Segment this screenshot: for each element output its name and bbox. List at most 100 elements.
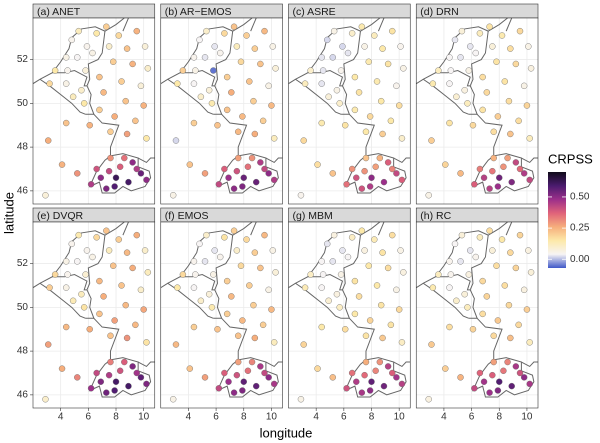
station-point [344, 253, 352, 261]
station-point [105, 167, 113, 175]
station-point [112, 174, 120, 181]
border-line [341, 31, 361, 87]
station-point [366, 113, 374, 120]
station-point [105, 43, 113, 50]
station-point [384, 363, 392, 370]
station-point [211, 247, 218, 254]
panel-title: (a) ANET [37, 6, 81, 18]
station-point [253, 382, 260, 390]
station-point [93, 234, 100, 241]
station-point [479, 106, 486, 114]
station-point [235, 332, 242, 339]
station-point [483, 89, 491, 96]
border-line [341, 235, 361, 291]
station-point [118, 282, 125, 289]
station-point [358, 227, 366, 234]
station-point [143, 339, 150, 346]
station-point [269, 43, 277, 50]
station-point [64, 67, 71, 74]
border-line [307, 69, 344, 87]
station-point [479, 73, 486, 81]
station-point [103, 227, 110, 234]
station-point [494, 387, 502, 394]
border-line [341, 289, 351, 319]
border-line [505, 18, 513, 32]
station-point [520, 82, 528, 90]
station-point [319, 271, 327, 278]
station-point [333, 291, 341, 298]
border-line [214, 235, 234, 291]
x-tick-label: 6 [469, 412, 475, 423]
border-line [265, 157, 283, 164]
station-point [230, 185, 238, 192]
station-point [377, 301, 385, 309]
station-point [205, 87, 213, 94]
x-tick-label: 10 [138, 412, 150, 423]
station-point [393, 286, 400, 294]
station-point [107, 332, 114, 339]
station-point [270, 135, 278, 142]
station-point [318, 119, 325, 127]
station-point [270, 176, 278, 184]
station-point [453, 297, 460, 304]
station-point [217, 253, 224, 261]
border-line [349, 317, 375, 360]
station-point [508, 178, 515, 186]
station-point [397, 247, 404, 254]
border-line [468, 85, 478, 115]
station-point [435, 67, 442, 74]
station-point [112, 378, 120, 385]
station-point [361, 247, 368, 254]
station-point [348, 369, 356, 377]
station-point [339, 247, 346, 254]
station-point [111, 113, 118, 120]
station-point [467, 43, 474, 50]
station-point [235, 358, 242, 366]
station-point [465, 67, 473, 74]
station-point [237, 262, 245, 269]
station-point [366, 317, 374, 324]
station-point [353, 378, 360, 385]
border-line [180, 69, 216, 87]
station-point [333, 87, 341, 94]
border-line [265, 361, 283, 368]
station-point [319, 67, 327, 74]
station-point [395, 306, 403, 313]
station-point [257, 363, 264, 370]
station-point [490, 154, 497, 162]
station-point [336, 304, 343, 311]
border-line [377, 222, 385, 236]
station-point [78, 87, 85, 94]
station-point [228, 293, 235, 300]
station-point [214, 122, 221, 129]
panel-background [416, 18, 538, 204]
station-point [69, 93, 77, 100]
border-line [213, 85, 223, 115]
panel-background [288, 222, 411, 408]
border-line [476, 317, 503, 360]
station-point [170, 396, 177, 403]
station-point [494, 183, 502, 190]
station-point [96, 106, 103, 114]
station-point [93, 30, 100, 37]
panel: (g) MBM 4 6 8 10 [288, 207, 411, 423]
station-point [74, 170, 81, 177]
border-line [52, 69, 88, 87]
border-line [344, 153, 407, 194]
station-point [192, 67, 199, 74]
station-point [214, 326, 221, 333]
border-line [469, 31, 489, 87]
station-point [362, 154, 370, 162]
station-point [46, 80, 53, 87]
y-tick-label: 46 [17, 186, 29, 197]
station-point [397, 43, 404, 50]
border-line [521, 157, 538, 164]
station-point [490, 128, 497, 135]
station-point [93, 369, 100, 377]
station-point [489, 167, 496, 175]
station-point [235, 154, 242, 162]
border-line [213, 289, 223, 319]
station-point [87, 385, 95, 392]
colorbar-title: CRPSS [548, 151, 593, 166]
y-tick-label: 50 [17, 98, 29, 109]
